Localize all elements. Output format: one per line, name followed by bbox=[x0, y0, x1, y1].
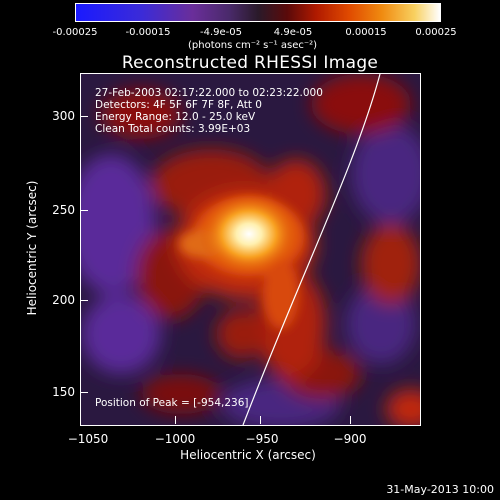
colorbar-tick: 4.9e-05 bbox=[273, 27, 313, 38]
colorbar bbox=[75, 3, 441, 22]
colorbar-tick: -4.9e-05 bbox=[200, 27, 242, 38]
colorbar-tick: -0.00025 bbox=[52, 27, 98, 38]
x-tick-label: −1050 bbox=[67, 432, 109, 446]
colorbar-tick: -0.00015 bbox=[125, 27, 171, 38]
flare-image bbox=[81, 74, 420, 425]
y-tick-label: 250 bbox=[52, 203, 75, 217]
x-tick-label: −900 bbox=[333, 432, 367, 446]
y-tick-label: 300 bbox=[52, 109, 75, 123]
energy-range-label: Energy Range: 12.0 - 25.0 keV bbox=[95, 111, 256, 123]
y-tick-label: 200 bbox=[52, 293, 75, 307]
colorbar-unit: (photons cm⁻² s⁻¹ asec⁻²) bbox=[188, 40, 318, 51]
solar-limb bbox=[242, 74, 381, 425]
detectors-label: Detectors: 4F 5F 6F 7F 8F, Att 0 bbox=[95, 99, 262, 111]
rhessi-image bbox=[80, 73, 421, 426]
creation-date: 31-May-2013 10:00 bbox=[386, 483, 494, 496]
time-range-label: 27-Feb-2003 02:17:22.000 to 02:23:22.000 bbox=[95, 87, 323, 99]
x-axis-label: Heliocentric X (arcsec) bbox=[180, 448, 316, 462]
x-tick-label: −950 bbox=[245, 432, 279, 446]
method-label: Clean Total counts: 3.99E+03 bbox=[95, 123, 251, 135]
peak-position-label: Position of Peak = [-954,236] bbox=[95, 397, 249, 409]
image-title: Reconstructed RHESSI Image bbox=[121, 53, 379, 73]
x-tick-label: −1000 bbox=[154, 432, 196, 446]
y-axis-label: Heliocentric Y (arcsec) bbox=[25, 180, 39, 316]
colorbar-tick: 0.00025 bbox=[415, 27, 457, 38]
colorbar-tick: 0.00015 bbox=[345, 27, 387, 38]
y-tick-label: 150 bbox=[52, 385, 75, 399]
